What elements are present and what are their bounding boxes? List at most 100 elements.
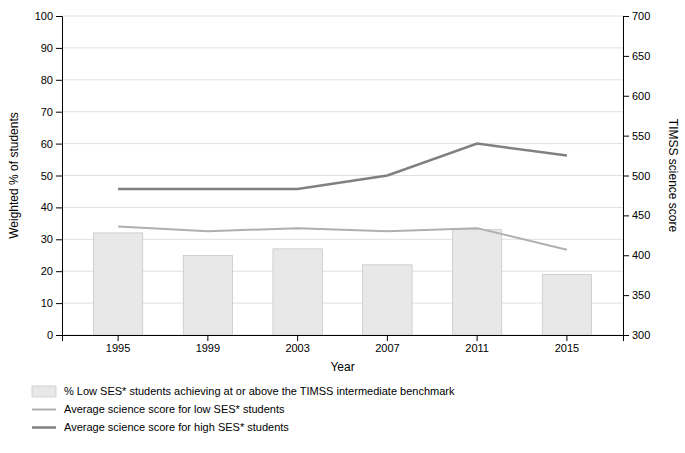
tick-label: 10	[41, 297, 53, 309]
legend-label: Average science score for high SES* stud…	[64, 421, 289, 433]
tick-label: 400	[632, 249, 650, 261]
line	[118, 227, 567, 250]
tick-label: 350	[632, 289, 650, 301]
tick: 2015	[555, 335, 579, 354]
y-axis-title: Weighted % of students	[7, 112, 21, 239]
tick: 90	[41, 42, 62, 54]
y2-axis-title: TIMSS science score	[666, 119, 680, 233]
x-axis: 1995 1999 2003 2007 2011 2015	[63, 335, 624, 354]
tick-label: 80	[41, 74, 53, 86]
tick: 70	[41, 106, 62, 118]
legend-item: Average science score for low SES* stude…	[32, 403, 285, 415]
tick-mark	[623, 136, 629, 137]
tick-mark	[56, 80, 62, 81]
legend-item: % Low SES* students achieving at or abov…	[32, 385, 455, 397]
tick: 500	[623, 170, 650, 182]
legend-label: % Low SES* students achieving at or abov…	[64, 385, 455, 397]
tick-label: 300	[632, 329, 650, 341]
bar	[363, 265, 412, 335]
tick-mark	[56, 207, 62, 208]
grid-line	[62, 303, 623, 304]
tick-mark	[56, 335, 62, 336]
tick: 60	[41, 138, 62, 150]
tick: 0	[47, 329, 62, 341]
tick: 650	[623, 50, 650, 62]
tick-label: 2007	[375, 342, 399, 354]
bar	[452, 230, 501, 335]
tick-mark	[623, 56, 629, 57]
tick-mark	[56, 271, 62, 272]
tick-mark	[387, 335, 388, 341]
tick-label: 0	[47, 329, 53, 341]
tick-label: 40	[41, 201, 53, 213]
tick-mark	[623, 295, 629, 296]
tick: 50	[41, 170, 62, 182]
tick-mark	[56, 112, 62, 113]
tick-mark	[477, 335, 478, 341]
tick-mark	[56, 16, 62, 17]
tick-mark	[297, 335, 298, 341]
grid-line	[62, 175, 623, 176]
bar	[183, 255, 232, 335]
tick: 1995	[106, 335, 130, 354]
tick: 700	[623, 10, 650, 22]
legend-swatch	[32, 426, 56, 429]
tick: 2007	[375, 335, 399, 354]
grid-line	[62, 239, 623, 240]
tick-label: 50	[41, 170, 53, 182]
tick-label: 1995	[106, 342, 130, 354]
tick: 100	[35, 10, 62, 22]
grid-line	[62, 16, 623, 17]
axis-line	[56, 17, 63, 336]
bar	[93, 233, 142, 335]
tick: 550	[623, 130, 650, 142]
grid-line	[62, 111, 623, 112]
tick-mark	[56, 144, 62, 145]
y2-axis: 300 350 400 450 500 550 600 650 700	[623, 10, 650, 341]
tick: 2011	[465, 335, 489, 354]
tick: 40	[41, 201, 62, 213]
bar-series	[93, 230, 591, 335]
tick-mark	[118, 335, 119, 341]
chart: 1995 1999 2003 2007 2011 2015 0 10 20 30 40 50 60 70 8…	[0, 0, 685, 453]
tick: 1999	[196, 335, 220, 354]
tick-label: 100	[35, 10, 53, 22]
tick-mark	[623, 16, 629, 17]
tick: 350	[623, 289, 650, 301]
tick-mark	[56, 176, 62, 177]
tick: 600	[623, 90, 650, 102]
plot-area	[93, 144, 591, 335]
legend-swatch	[32, 409, 56, 411]
tick-label: 2015	[555, 342, 579, 354]
tick-label: 30	[41, 233, 53, 245]
tick-mark	[56, 239, 62, 240]
tick-label: 700	[632, 10, 650, 22]
legend-swatch	[32, 386, 56, 397]
bar	[273, 249, 322, 335]
tick: 2003	[285, 335, 309, 354]
tick: 80	[41, 74, 62, 86]
tick-mark	[56, 303, 62, 304]
tick-mark	[623, 96, 629, 97]
legend-item: Average science score for high SES* stud…	[32, 421, 289, 433]
tick-label: 70	[41, 106, 53, 118]
tick-mark	[623, 255, 629, 256]
tick: 10	[41, 297, 62, 309]
grid-line	[62, 79, 623, 80]
tick-label: 20	[41, 265, 53, 277]
y-axis: 0 10 20 30 40 50 60 70 80 90 100	[35, 10, 63, 341]
grid-line	[62, 207, 623, 208]
legend: % Low SES* students achieving at or abov…	[32, 385, 455, 433]
grid-line	[62, 143, 623, 144]
tick-mark	[623, 335, 629, 336]
tick-label: 550	[632, 130, 650, 142]
axis-line	[63, 336, 624, 342]
tick: 300	[623, 329, 650, 341]
tick: 20	[41, 265, 62, 277]
line	[118, 144, 567, 189]
tick-label: 500	[632, 170, 650, 182]
tick: 400	[623, 249, 650, 261]
x-axis-title: Year	[330, 360, 354, 374]
tick-label: 450	[632, 209, 650, 221]
grid	[62, 16, 623, 335]
